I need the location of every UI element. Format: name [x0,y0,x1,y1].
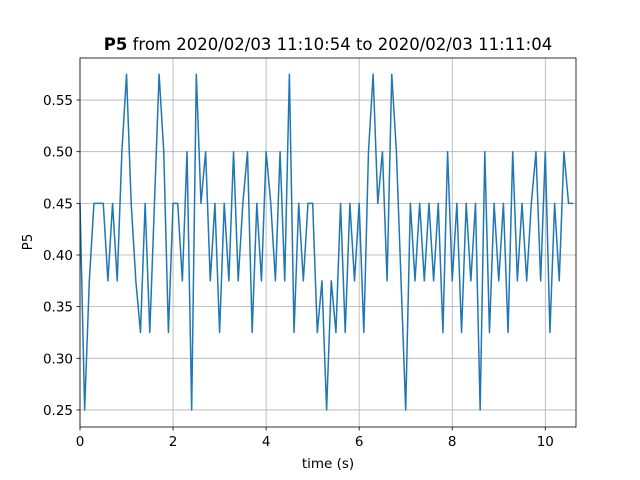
x-axis-label: time (s) [302,456,354,472]
title-bold: P5 [104,35,128,54]
x-tick-label: 6 [355,434,364,450]
y-axis-label: P5 [20,234,36,251]
y-tick-label: 0.35 [43,300,73,316]
chart-title: P5 from 2020/02/03 11:10:54 to 2020/02/0… [104,35,552,54]
x-tick-label: 2 [169,434,178,450]
x-tick-label: 10 [537,434,554,450]
y-tick-label: 0.25 [43,403,73,419]
x-tick-label: 0 [76,434,85,450]
y-tick-label: 0.30 [43,351,73,367]
axes-frame [79,57,577,428]
x-tick-label: 8 [448,434,457,450]
x-tick-label: 4 [262,434,271,450]
y-tick-label: 0.55 [43,93,73,109]
y-tick-label: 0.50 [43,145,73,161]
y-tick-label: 0.40 [43,248,73,264]
y-tick-label: 0.45 [43,196,73,212]
data-line [79,73,574,411]
title-text: from 2020/02/03 11:10:54 to 2020/02/03 1… [133,35,553,54]
